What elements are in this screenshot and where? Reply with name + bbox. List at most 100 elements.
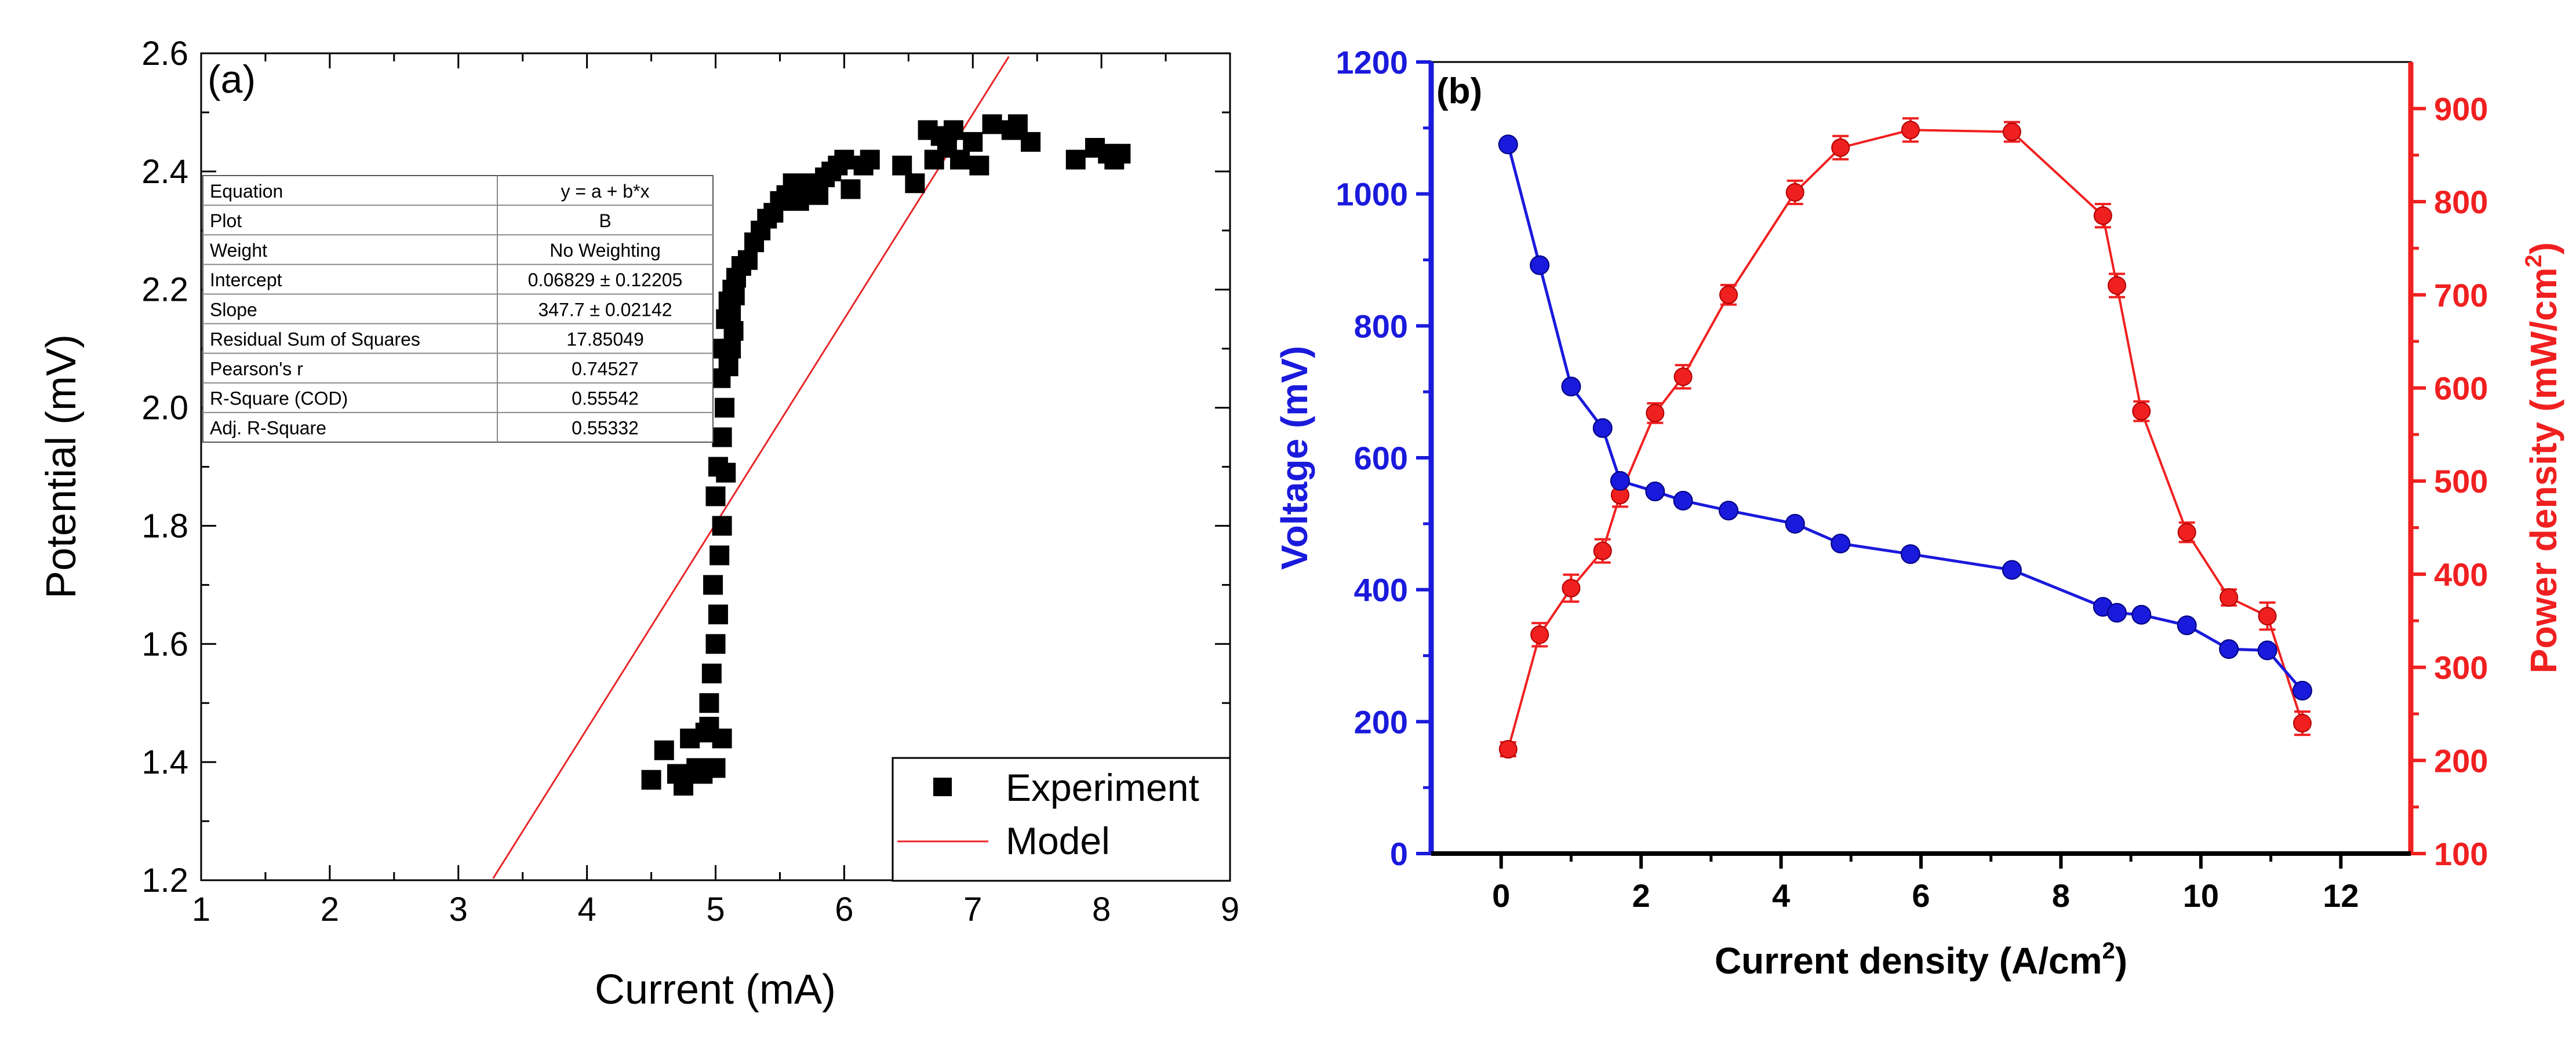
power-density-series <box>1498 117 2312 759</box>
experiment-point <box>809 185 828 205</box>
power-density-point <box>1831 138 1850 157</box>
y-tick-label: 2.6 <box>141 35 188 72</box>
left-y-tick-label: 800 <box>1354 308 1408 344</box>
voltage-series <box>1498 134 2312 701</box>
experiment-series <box>641 114 1131 796</box>
right-y-tick-label: 200 <box>2434 742 2488 779</box>
fit-table-key: Adj. R-Square <box>210 418 326 439</box>
right-y-tick-label: 600 <box>2434 370 2488 406</box>
fit-table-key: Pearson's r <box>210 358 303 379</box>
x-tick-label: 3 <box>449 891 468 928</box>
voltage-point <box>1561 377 1581 397</box>
right-y-tick-label: 100 <box>2434 836 2488 872</box>
experiment-point <box>963 132 983 152</box>
x-tick-label: 4 <box>577 891 596 928</box>
x-tick-label: 9 <box>1221 891 1239 928</box>
panel-b-label: (b) <box>1436 71 1482 111</box>
left-y-tick-label: 600 <box>1354 440 1408 476</box>
experiment-point <box>712 516 732 536</box>
y-tick-label: 1.4 <box>141 743 188 781</box>
fit-table-frame <box>202 175 714 443</box>
model-series <box>492 56 1010 879</box>
x-tick-label: 5 <box>706 891 725 928</box>
fit-table: Equation y = a + b*x Plot B Weight No Weighti… <box>202 175 714 443</box>
voltage-point <box>1530 255 1550 275</box>
x-tick-label: 1 <box>192 891 210 928</box>
x-tick-label: 7 <box>963 891 982 928</box>
power-density-point <box>1673 367 1693 387</box>
fit-table-rows: Equation y = a + b*x Plot B Weight No Weighti… <box>203 181 713 439</box>
power-density-point <box>1530 625 1549 644</box>
experiment-point <box>712 728 732 749</box>
panel-b-ticks <box>1416 60 2426 869</box>
fit-table-key: Intercept <box>210 269 282 290</box>
experiment-point <box>674 775 694 796</box>
right-y-tick-label: 300 <box>2434 650 2488 686</box>
panel-b-x-axis-label-text: Current density (A/cm <box>1715 940 2102 982</box>
y-tick-label: 1.6 <box>141 625 188 663</box>
voltage-point <box>2257 640 2277 661</box>
power-density-point <box>2093 206 2112 225</box>
x-tick-label: 0 <box>1492 877 1510 914</box>
power-density-point <box>1719 285 1738 304</box>
x-tick-label: 6 <box>1912 877 1930 914</box>
panel-a-legend: Experiment Model <box>892 757 1231 882</box>
panel-a-tick-labels: 1 2 3 4 5 6 7 8 9 1.2 1.4 1.6 1.8 2.0 2.2 2.4 2.6 <box>141 35 1239 928</box>
x-tick-label: 2 <box>1632 877 1650 914</box>
power-density-axis-label-end: ) <box>2523 242 2564 254</box>
fit-table-key: Slope <box>210 299 257 320</box>
voltage-point <box>1592 418 1613 438</box>
experiment-point <box>721 338 741 359</box>
experiment-point <box>699 693 719 713</box>
y-tick-label: 2.2 <box>141 271 188 309</box>
experiment-point <box>695 723 715 743</box>
x-tick-label: 6 <box>835 891 853 928</box>
fit-table-value: No Weighting <box>550 240 661 261</box>
power-density-point <box>1593 541 1612 560</box>
x-tick-label: 10 <box>2183 877 2219 914</box>
experiment-point <box>718 356 738 377</box>
voltage-point <box>1673 490 1693 511</box>
panel-b-x-axis-label: Current density (A/cm2) <box>1715 938 2127 982</box>
legend-experiment-marker <box>933 778 952 796</box>
voltage-axis-label: Voltage (mV) <box>1274 346 1315 570</box>
fit-table-value: 0.74527 <box>572 358 639 379</box>
experiment-point <box>969 155 989 176</box>
panel-a-plot-frame <box>200 52 1231 881</box>
left-y-tick-label: 1000 <box>1336 176 1408 213</box>
voltage-point <box>1498 134 1518 155</box>
power-density-axis-label: Power density (mW/cm2) <box>2521 242 2564 673</box>
experiment-point <box>701 663 722 684</box>
experiment-point <box>950 150 970 170</box>
voltage-point <box>2131 604 2152 625</box>
voltage-point <box>1831 533 1851 553</box>
x-tick-label: 8 <box>2052 877 2070 914</box>
experiment-point <box>905 173 925 194</box>
experiment-point <box>1065 150 1086 170</box>
legend-model-label: Model <box>1006 819 1110 862</box>
power-density-point <box>2177 523 2196 542</box>
power-density-point <box>2220 588 2239 607</box>
experiment-point <box>715 398 735 418</box>
experiment-point <box>1021 132 1041 152</box>
right-y-tick-label: 800 <box>2434 184 2488 220</box>
y-tick-label: 1.8 <box>141 507 188 545</box>
experiment-point <box>982 114 1002 134</box>
voltage-point <box>2177 615 2197 636</box>
experiment-point <box>721 303 741 323</box>
fit-table-value: 347.7 ± 0.02142 <box>538 299 672 320</box>
x-tick-label: 12 <box>2323 877 2359 914</box>
fit-table-value: 0.55332 <box>572 418 639 439</box>
left-y-tick-label: 400 <box>1354 572 1408 608</box>
left-y-tick-label: 0 <box>1390 836 1408 872</box>
voltage-point <box>2292 680 2312 701</box>
voltage-point <box>2219 639 2239 659</box>
power-density-point <box>1785 183 1804 202</box>
experiment-point <box>892 155 912 176</box>
experiment-point <box>737 250 758 270</box>
fit-table-value: 17.85049 <box>566 329 643 349</box>
voltage-point <box>1719 501 1739 521</box>
panel-b-tick-labels: 0 2 4 6 8 10 12 0 200 400 600 800 1000 1200 100 200 300 4… <box>1336 44 2488 914</box>
fit-table-value: 0.55542 <box>572 388 639 409</box>
